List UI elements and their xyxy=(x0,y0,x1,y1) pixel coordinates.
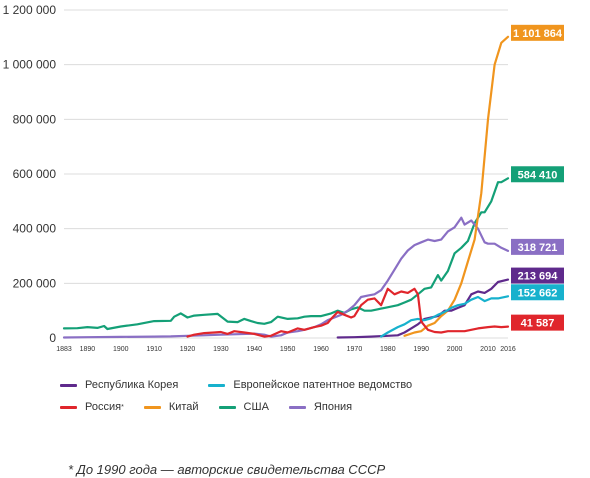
y-tick-label: 400 000 xyxy=(13,222,57,236)
series-line xyxy=(62,177,510,331)
x-tick-label: 1940 xyxy=(246,346,262,353)
x-tick-label: 1883 xyxy=(56,346,72,353)
end-value-label: 41 587 xyxy=(521,318,555,330)
y-tick-label: 0 xyxy=(49,331,56,345)
end-label-box xyxy=(511,238,564,255)
end-value-label: 584 410 xyxy=(518,169,558,181)
x-tick-label: 1910 xyxy=(146,346,162,353)
legend-swatch-china xyxy=(143,405,161,409)
end-value-label: 1 101 864 xyxy=(513,28,563,40)
x-tick-label: 1950 xyxy=(280,346,296,353)
y-tick-label: 200 000 xyxy=(13,276,57,290)
legend-swatch-epo xyxy=(208,383,226,387)
legend-swatch-korea xyxy=(60,383,77,387)
series-line xyxy=(403,35,510,337)
x-tick-label: 1980 xyxy=(380,346,396,353)
legend-label-epo: Европейское патентное ведомство xyxy=(233,379,413,391)
end-label-box xyxy=(511,284,564,301)
end-labels: 584 410 318 721 1 101 864 213 694 152 662 41 … xyxy=(511,24,564,331)
legend-row: Россия * Китай США Япония xyxy=(60,396,460,418)
x-tick-label: 1930 xyxy=(213,346,229,353)
x-tick-label: 2016 xyxy=(500,346,516,353)
x-tick-label: 2010 xyxy=(480,346,496,353)
series-lines xyxy=(62,35,510,339)
x-tick-label: 1900 xyxy=(113,346,129,353)
end-label-box xyxy=(511,166,564,183)
x-axis: 1883 1890 1900 1910 1920 1930 1940 1950 1960 1970… xyxy=(56,346,516,353)
x-tick-label: 1890 xyxy=(80,346,96,353)
end-value-label: 213 694 xyxy=(518,271,559,283)
x-tick-label: 1990 xyxy=(413,346,429,353)
end-label-box xyxy=(511,24,564,41)
legend-item-korea: Республика Корея xyxy=(60,379,178,391)
end-label-box xyxy=(511,314,564,331)
y-tick-label: 600 000 xyxy=(13,167,57,181)
series-line xyxy=(336,278,510,339)
series-line xyxy=(186,287,510,338)
x-tick-label: 2000 xyxy=(447,346,463,353)
end-value-label: 152 662 xyxy=(518,287,558,299)
end-label-box xyxy=(511,267,564,284)
legend-swatch-usa xyxy=(218,405,236,409)
series-line xyxy=(380,295,510,338)
end-value-label: 318 721 xyxy=(518,242,558,254)
legend-label-usa: США xyxy=(243,401,269,413)
y-axis: 0 200 000 400 000 600 000 800 000 1 000 000 1 … xyxy=(3,3,57,345)
gridlines xyxy=(64,9,508,339)
legend-item-china: Китай xyxy=(143,401,199,413)
y-tick-label: 1 200 000 xyxy=(3,3,57,17)
legend-swatch-japan xyxy=(288,405,306,409)
legend-item-usa: США xyxy=(218,401,269,413)
legend-row: Республика Корея Европейское патентное в… xyxy=(60,374,460,396)
legend-label-russia: Россия xyxy=(85,401,122,413)
x-tick-label: 1960 xyxy=(313,346,329,353)
footnote: * До 1990 года — авторские свидетельства… xyxy=(68,462,386,477)
legend-sup-russia: * xyxy=(121,403,124,411)
y-tick-label: 800 000 xyxy=(13,112,57,126)
legend-label-japan: Япония xyxy=(313,401,353,413)
patent-chart: 0 200 000 400 000 600 000 800 000 1 000 000 1 … xyxy=(3,3,564,353)
legend-label-korea: Республика Корея xyxy=(85,379,179,391)
legend-swatch-russia xyxy=(60,405,77,409)
legend: Республика Корея Европейское патентное в… xyxy=(60,374,460,418)
legend-item-russia: Россия * xyxy=(60,401,124,413)
legend-item-epo: Европейское патентное ведомство xyxy=(208,379,412,391)
series-line xyxy=(62,216,510,339)
x-tick-label: 1920 xyxy=(180,346,196,353)
legend-label-china: Китай xyxy=(168,401,199,413)
y-tick-label: 1 000 000 xyxy=(3,58,57,72)
legend-item-japan: Япония xyxy=(288,401,353,413)
x-tick-label: 1970 xyxy=(347,346,363,353)
